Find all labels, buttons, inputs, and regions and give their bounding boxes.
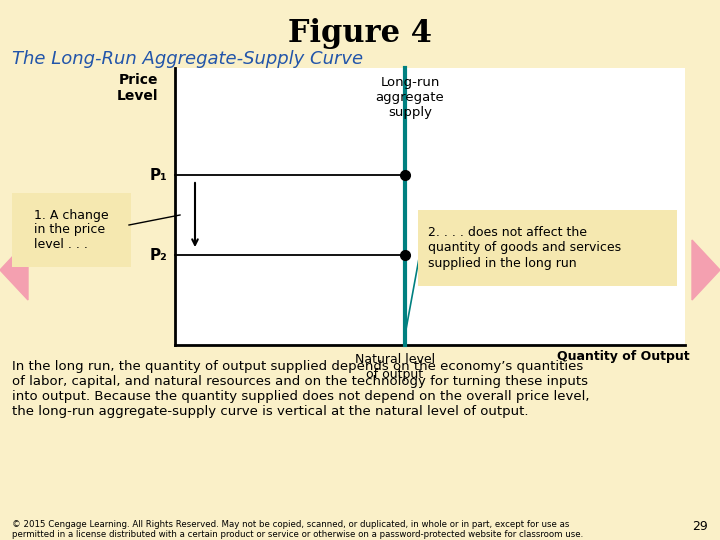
FancyBboxPatch shape bbox=[418, 210, 677, 286]
Text: The Long-Run Aggregate-Supply Curve: The Long-Run Aggregate-Supply Curve bbox=[12, 50, 363, 68]
Text: P₁: P₁ bbox=[149, 167, 167, 183]
Text: Long-run
aggregate
supply: Long-run aggregate supply bbox=[376, 76, 444, 119]
Text: Price
Level: Price Level bbox=[117, 73, 158, 103]
Text: Quantity of Output: Quantity of Output bbox=[557, 350, 690, 363]
Bar bbox=[175, 68, 685, 345]
Polygon shape bbox=[692, 240, 720, 300]
Text: 1. A change
in the price
level . . .: 1. A change in the price level . . . bbox=[34, 208, 109, 252]
Text: © 2015 Cengage Learning. All Rights Reserved. May not be copied, scanned, or dup: © 2015 Cengage Learning. All Rights Rese… bbox=[12, 520, 583, 539]
Text: Figure 4: Figure 4 bbox=[288, 18, 432, 49]
Text: 29: 29 bbox=[692, 520, 708, 533]
Text: Natural level
of output: Natural level of output bbox=[355, 353, 435, 381]
Text: 2. . . . does not affect the
quantity of goods and services
supplied in the long: 2. . . . does not affect the quantity of… bbox=[428, 226, 621, 269]
FancyBboxPatch shape bbox=[12, 193, 131, 267]
Text: In the long run, the quantity of output supplied depends on the economy’s quanti: In the long run, the quantity of output … bbox=[12, 360, 590, 418]
Polygon shape bbox=[0, 240, 28, 300]
Text: P₂: P₂ bbox=[149, 247, 167, 262]
